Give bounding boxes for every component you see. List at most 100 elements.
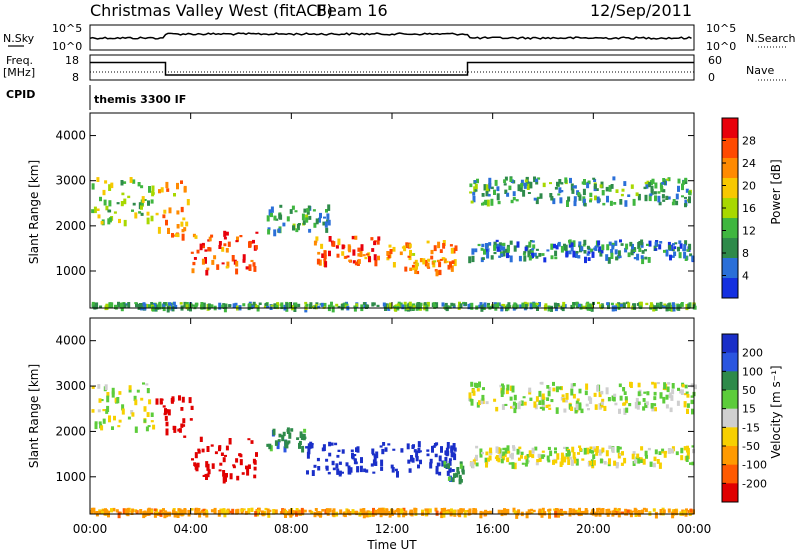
data-cell: [646, 243, 649, 246]
data-cell: [572, 240, 576, 247]
data-cell: [658, 201, 662, 206]
data-cell: [159, 398, 163, 405]
data-cell: [532, 509, 536, 513]
data-cell: [191, 268, 195, 274]
data-cell: [182, 217, 186, 221]
data-cell: [531, 454, 535, 459]
data-cell: [647, 257, 651, 263]
data-cell: [435, 510, 439, 516]
data-cell: [615, 303, 619, 307]
data-cell: [661, 448, 665, 452]
data-cell: [649, 302, 653, 309]
data-cell: [201, 258, 205, 265]
data-cell: [675, 451, 679, 456]
xtick-label: 12:00: [375, 522, 410, 536]
data-cell: [157, 226, 161, 234]
data-cell: [91, 209, 95, 214]
data-cell: [471, 248, 475, 255]
data-cell: [653, 456, 657, 462]
data-cell: [103, 511, 107, 516]
data-cell: [683, 446, 687, 451]
data-cell: [536, 196, 540, 199]
data-cell: [252, 301, 256, 308]
data-cell: [459, 463, 463, 469]
data-cell: [326, 213, 330, 220]
data-cell: [592, 177, 596, 180]
data-cell: [644, 402, 648, 408]
data-cell: [180, 206, 184, 213]
data-cell: [126, 507, 130, 514]
data-cell: [593, 183, 597, 189]
velocity-panel-data: [90, 381, 697, 519]
data-cell: [523, 401, 527, 406]
data-cell: [488, 183, 492, 189]
data-cell: [554, 250, 558, 257]
data-cell: [529, 240, 533, 243]
data-cell: [431, 445, 434, 453]
data-cell: [624, 200, 628, 207]
data-cell: [371, 453, 375, 456]
colorbar-swatch: [722, 158, 738, 179]
data-cell: [684, 393, 688, 396]
data-cell: [592, 460, 596, 466]
data-cell: [586, 245, 590, 250]
data-cell: [306, 470, 309, 475]
data-cell: [178, 395, 181, 401]
data-cell: [654, 241, 658, 247]
data-cell: [616, 462, 619, 467]
data-cell: [453, 453, 457, 461]
data-cell: [336, 454, 340, 458]
data-cell: [308, 215, 312, 220]
data-cell: [162, 508, 165, 512]
data-cell: [266, 215, 270, 222]
data-cell: [143, 303, 147, 311]
data-cell: [685, 508, 688, 512]
data-cell: [619, 511, 622, 515]
data-cell: [569, 177, 572, 184]
data-cell: [239, 235, 243, 238]
data-cell: [310, 443, 314, 449]
data-cell: [100, 399, 104, 402]
data-cell: [472, 195, 476, 203]
data-cell: [650, 180, 653, 186]
colorbar-swatch: [722, 371, 738, 391]
data-cell: [341, 449, 345, 454]
data-cell: [531, 252, 534, 258]
data-cell: [96, 208, 100, 211]
data-cell: [260, 510, 264, 516]
data-cell: [489, 447, 493, 454]
data-cell: [663, 304, 667, 308]
data-cell: [108, 184, 112, 191]
data-cell: [213, 255, 217, 260]
data-cell: [644, 508, 648, 513]
colorbar-tick-label: -15: [742, 421, 760, 434]
data-cell: [628, 509, 632, 514]
data-cell: [680, 447, 684, 454]
data-cell: [610, 302, 614, 306]
data-cell: [677, 387, 680, 391]
data-cell: [596, 508, 600, 513]
data-cell: [163, 302, 167, 305]
data-cell: [234, 302, 238, 308]
data-cell: [535, 302, 539, 305]
data-cell: [303, 509, 307, 513]
data-cell: [475, 445, 479, 449]
data-cell: [563, 446, 566, 449]
data-cell: [654, 195, 657, 202]
data-cell: [601, 244, 605, 251]
data-cell: [97, 214, 101, 219]
data-cell: [476, 388, 480, 392]
data-cell: [206, 446, 210, 452]
data-cell: [451, 260, 455, 264]
data-cell: [374, 259, 378, 267]
data-cell: [670, 305, 674, 312]
data-cell: [236, 508, 240, 514]
nave-tick-bottom: 0: [708, 71, 715, 84]
data-cell: [202, 243, 205, 249]
data-cell: [570, 388, 574, 396]
data-cell: [503, 508, 506, 515]
data-cell: [684, 199, 688, 207]
